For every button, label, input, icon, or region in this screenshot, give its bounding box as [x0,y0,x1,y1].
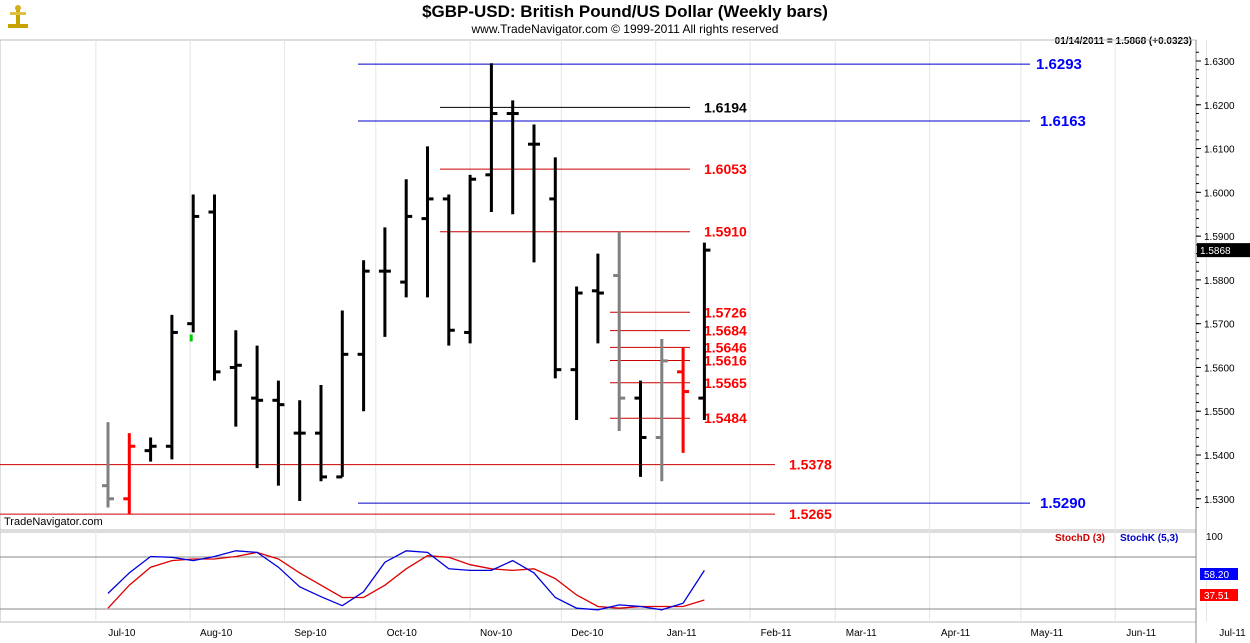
level-label: 1.5616 [704,352,747,368]
level-label: 1.5684 [704,323,747,339]
stochastic-panel: 100 58.20 37.51 [0,532,1238,611]
price-tick-label: 1.5700 [1204,320,1235,331]
ohlc-bar [506,100,519,215]
level-label: 1.6194 [704,99,747,115]
stochd-value-box [1200,589,1238,601]
price-tick-label: 1.5300 [1204,495,1235,506]
date-tick-label: Sep-10 [294,628,327,639]
date-tick-label: Nov-10 [480,628,513,639]
level-label: 1.5565 [704,375,747,391]
date-tick-label: Jul-10 [108,628,136,639]
date-tick-label: May-11 [1031,628,1064,639]
stoch-tick-label: 100 [1206,532,1223,543]
date-tick-label: Jan-11 [667,628,697,639]
tradenavigator-logo [4,4,32,32]
ohlc-bar [655,339,668,482]
date-tick-label: Apr-11 [941,628,971,639]
ohlc-bar [634,380,647,477]
chart-title: $GBP-USD: British Pound/US Dollar (Weekl… [422,2,828,21]
ohlc-bar [144,437,157,462]
date-tick-label: Mar-11 [846,628,877,639]
level-label: 1.6053 [704,161,747,177]
ohlc-bar [272,380,285,486]
ohlc-bar [208,194,221,381]
price-tick-label: 1.5400 [1204,451,1235,462]
ohlc-bar [165,314,178,460]
level-label: 1.5290 [1040,495,1086,512]
date-tick-label: Aug-10 [200,628,233,639]
ohlc-bar [378,227,391,337]
ohlc-bar [591,253,604,344]
price-tick-label: 1.6300 [1204,57,1235,68]
date-tick-label: Feb-11 [761,628,792,639]
level-label: 1.5726 [704,304,747,320]
ohlc-bar [315,384,327,482]
ohlc-bar [442,194,455,346]
ohlc-bar [485,63,498,213]
grid [0,39,1207,643]
stochk-legend: StochK (5,3) [1120,533,1179,544]
ohlc-bar [698,242,711,420]
price-tick-label: 1.6200 [1204,101,1235,112]
ohlc-bar [613,231,626,431]
ohlc-bar [357,260,370,412]
date-tick-label: Oct-10 [387,628,417,639]
stochd-value: 37.51 [1204,591,1229,602]
level-label: 1.5910 [704,224,747,240]
ohlc-bar [677,347,690,453]
ohlc-bar [187,194,200,333]
date-axis: Jul-10 Aug-10 Sep-10 Oct-10 Nov-10 Dec-10 Jan-… [108,628,1246,639]
ohlc-bar [102,422,114,508]
date-tick-label: Jun-11 [1126,628,1156,639]
level-label: 1.5378 [789,457,832,473]
ohlc-bar [421,146,434,298]
price-tick-label: 1.5900 [1204,232,1235,243]
level-label: 1.5484 [704,410,747,426]
ohlc-bar [123,433,136,515]
last-quote: 01/14/2011 = 1.5868 (+0.0323) [1054,36,1192,47]
price-tick-label: 1.6000 [1204,188,1235,199]
ohlc-bar [336,310,349,479]
level-lines: 1.6293 1.6194 1.6163 1.6053 1.5910 1.5726 1.56… [0,56,1086,522]
last-price-label: 1.5868 [1200,246,1231,257]
ohlc-bar [251,345,264,469]
level-label: 1.5646 [704,339,747,355]
level-label: 1.6293 [1036,56,1082,73]
stochd-legend: StochD (3) [1055,533,1105,544]
ohlc-bar [528,124,540,263]
ohlc-bar [293,400,306,501]
last-price-box [1197,243,1250,258]
ohlc-bar [549,157,562,379]
chart-subtitle: www.TradeNavigator.com © 1999-2011 All r… [471,22,779,36]
ohlc-bar [400,179,413,298]
stochd-line [107,551,705,609]
stochk-value: 58.20 [1204,570,1229,581]
level-label: 1.6163 [1040,113,1086,130]
price-bars [102,63,711,515]
price-axis: 1.6300 1.6200 1.6100 1.6000 1.5900 1.5800 1.57… [1196,51,1250,509]
date-tick-label: Jul-11 [1219,628,1246,639]
price-tick-label: 1.6100 [1204,145,1235,156]
price-tick-label: 1.5800 [1204,276,1235,287]
price-tick-label: 1.5500 [1204,407,1235,418]
stochk-line [107,550,705,611]
price-tick-label: 1.5600 [1204,363,1235,374]
stochk-value-box [1200,568,1238,580]
date-tick-label: Dec-10 [571,628,604,639]
ohlc-bar [570,286,583,420]
watermark: TradeNavigator.com [4,516,103,528]
ohlc-bar [464,174,477,344]
ohlc-bar [229,330,242,427]
level-label: 1.5265 [789,506,832,522]
